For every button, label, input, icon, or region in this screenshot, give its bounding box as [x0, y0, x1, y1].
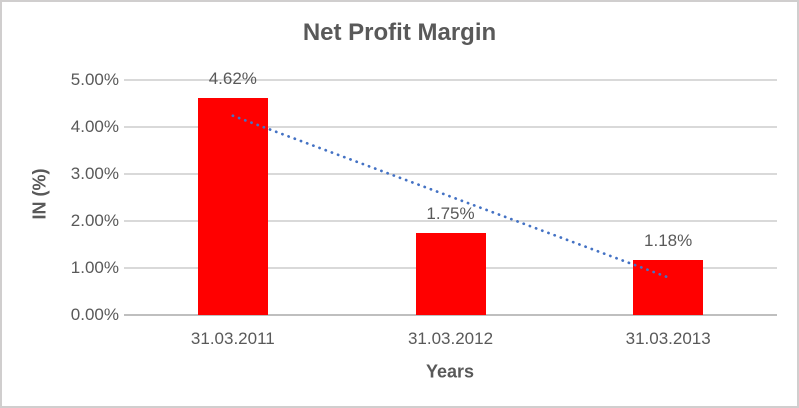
y-tick-label: 5.00% [70, 70, 119, 89]
x-axis-title: Years [425, 361, 475, 382]
x-axis-line [124, 314, 777, 316]
x-tick-label: 31.03.2012 [407, 329, 494, 348]
bar-value-label: 1.75% [426, 203, 475, 223]
bar [633, 259, 704, 315]
x-tick-label: 31.03.2011 [190, 329, 275, 348]
bar-value-label: 1.18% [644, 230, 693, 250]
chart-title: Net Profit Margin [302, 19, 497, 46]
gridline [124, 79, 777, 81]
y-tick-label: 0.00% [70, 305, 119, 324]
y-tick-label: 1.00% [70, 258, 119, 277]
bar [415, 232, 486, 315]
bar [197, 97, 268, 315]
y-tick-label: 2.00% [70, 211, 119, 230]
x-tick-label: 31.03.2013 [625, 329, 711, 348]
bar-value-label: 4.62% [208, 68, 257, 88]
y-tick-label: 3.00% [70, 164, 119, 183]
y-tick-label: 4.00% [70, 117, 119, 136]
